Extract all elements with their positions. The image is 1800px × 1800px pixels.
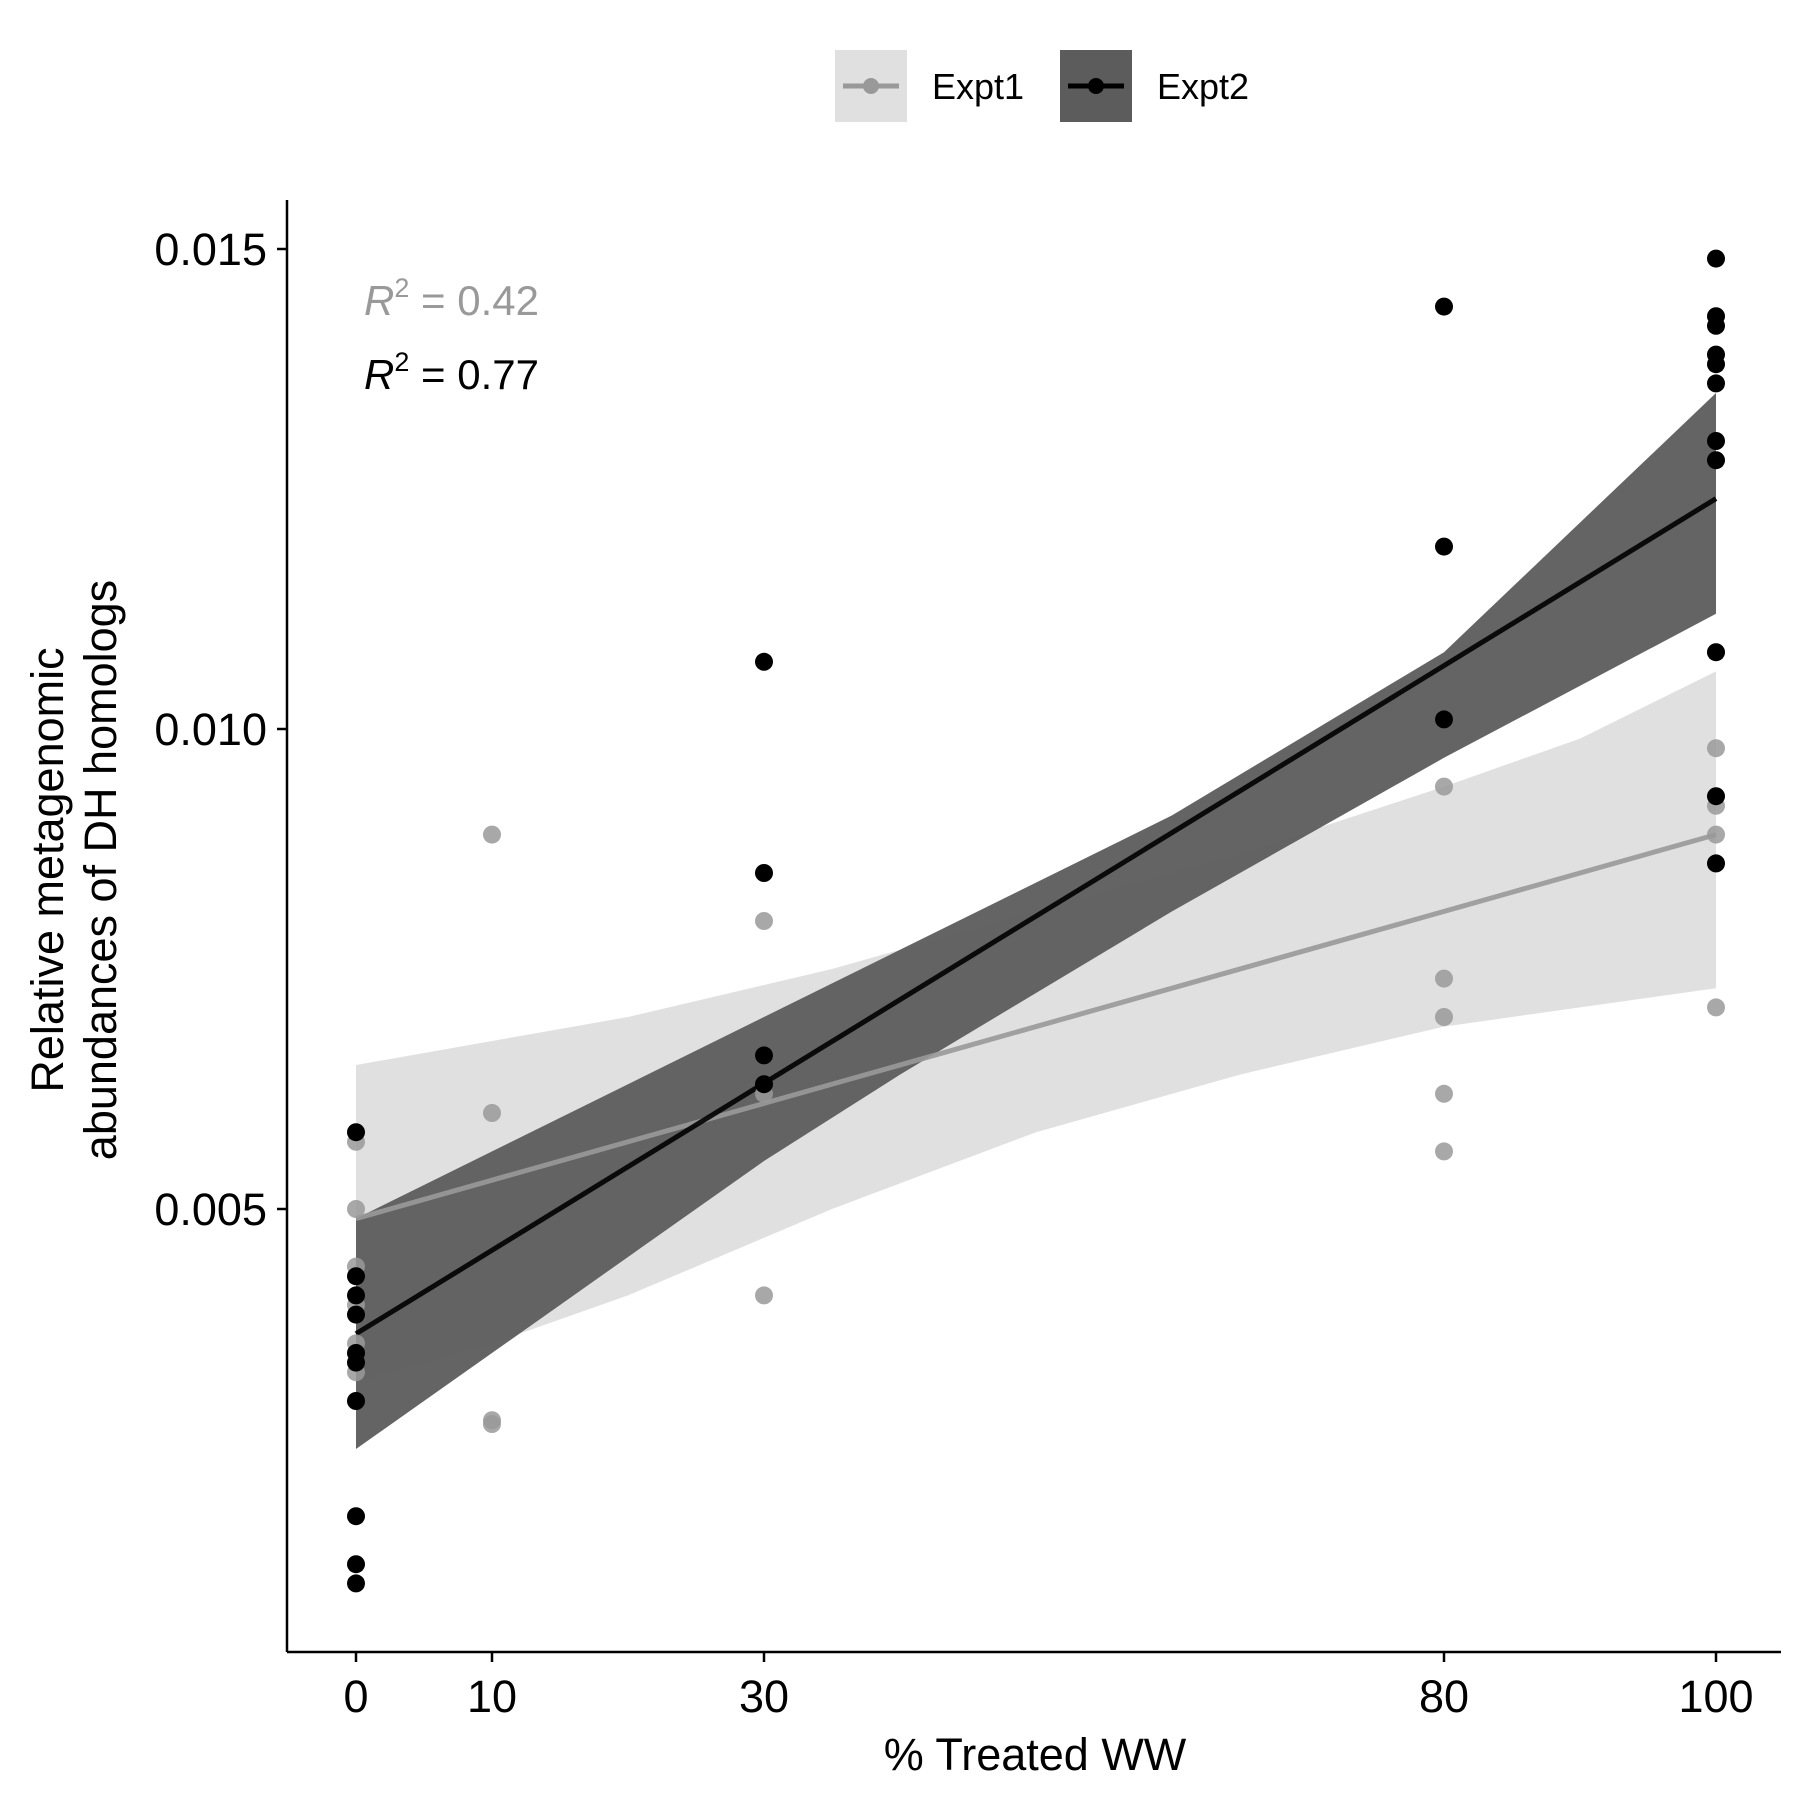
- point-expt2-8: [347, 1555, 365, 1574]
- x-axis-label: % Treated WW: [884, 1729, 1187, 1780]
- data-points: [347, 249, 1725, 1593]
- point-expt2-1: [347, 1267, 365, 1286]
- legend-label-expt2: Expt2: [1157, 66, 1249, 107]
- point-expt2-27: [1707, 854, 1725, 873]
- y-tick-label: 0.015: [154, 224, 267, 275]
- point-expt1-6: [483, 825, 501, 844]
- y-axis-ticks: 0.005 0.010 0.015: [154, 224, 287, 1235]
- legend-dot-expt1: [863, 78, 879, 94]
- point-expt1-17: [1435, 1084, 1453, 1103]
- point-expt2-25: [1707, 643, 1725, 662]
- point-expt2-5: [347, 1353, 365, 1372]
- legend: Expt1 Expt2: [835, 50, 1249, 122]
- point-expt1-23: [1707, 825, 1725, 844]
- x-tick-label: 0: [343, 1671, 368, 1722]
- point-expt1-7: [483, 1104, 501, 1122]
- point-expt1-14: [1435, 777, 1453, 796]
- y-axis-label-line-1: Relative metagenomic: [22, 647, 73, 1092]
- point-expt2-12: [755, 1046, 773, 1065]
- point-expt2-22: [1707, 374, 1725, 393]
- y-tick-label: 0.005: [154, 1184, 267, 1235]
- point-expt2-0: [347, 1123, 365, 1142]
- fit-line-expt1: [355, 832, 1717, 1222]
- y-axis-label-line-2: abundances of DH homologs: [75, 580, 126, 1160]
- x-tick-label: 10: [467, 1671, 517, 1722]
- x-axis-ticks: 0 10 30 80 100: [343, 1652, 1754, 1722]
- point-expt2-2: [347, 1286, 365, 1305]
- point-expt1-25: [1707, 998, 1725, 1017]
- x-tick-label: 30: [739, 1671, 789, 1722]
- point-expt2-19: [1707, 316, 1725, 335]
- point-expt1-1: [347, 1200, 365, 1218]
- point-expt2-14: [1435, 297, 1453, 316]
- point-expt2-3: [347, 1305, 365, 1324]
- fit-lines: [354, 496, 1718, 1336]
- point-expt1-21: [1707, 739, 1725, 758]
- point-expt2-11: [755, 864, 773, 882]
- fit-line-expt2: [354, 496, 1718, 1336]
- point-expt2-16: [1435, 710, 1453, 729]
- point-expt1-15: [1435, 969, 1453, 988]
- point-expt2-17: [1707, 249, 1725, 268]
- x-tick-label: 100: [1678, 1671, 1753, 1722]
- point-expt2-10: [755, 652, 773, 671]
- r-squared-expt2: R2 = 0.77: [364, 347, 539, 398]
- point-expt2-26: [1707, 787, 1725, 806]
- point-expt1-13: [755, 1286, 773, 1305]
- point-expt1-10: [755, 912, 773, 930]
- y-tick-label: 0.010: [154, 704, 267, 755]
- legend-dot-expt2: [1088, 78, 1104, 94]
- r-squared-expt1: R2 = 0.42: [364, 273, 539, 324]
- point-expt2-13: [755, 1075, 773, 1094]
- y-axis-label: Relative metagenomic abundances of DH ho…: [22, 580, 126, 1160]
- point-expt2-15: [1435, 537, 1453, 556]
- legend-label-expt1: Expt1: [932, 66, 1024, 107]
- point-expt2-7: [347, 1507, 365, 1526]
- confidence-bands: [356, 393, 1716, 1449]
- point-expt2-6: [347, 1392, 365, 1410]
- point-expt2-21: [1707, 355, 1725, 374]
- point-expt2-9: [347, 1574, 365, 1593]
- point-expt1-9: [483, 1415, 501, 1434]
- confidence-band-expt2: [356, 393, 1716, 1449]
- point-expt1-16: [1435, 1008, 1453, 1026]
- point-expt1-18: [1435, 1142, 1453, 1161]
- x-tick-label: 80: [1419, 1671, 1469, 1722]
- point-expt2-24: [1707, 451, 1725, 470]
- point-expt2-23: [1707, 432, 1725, 450]
